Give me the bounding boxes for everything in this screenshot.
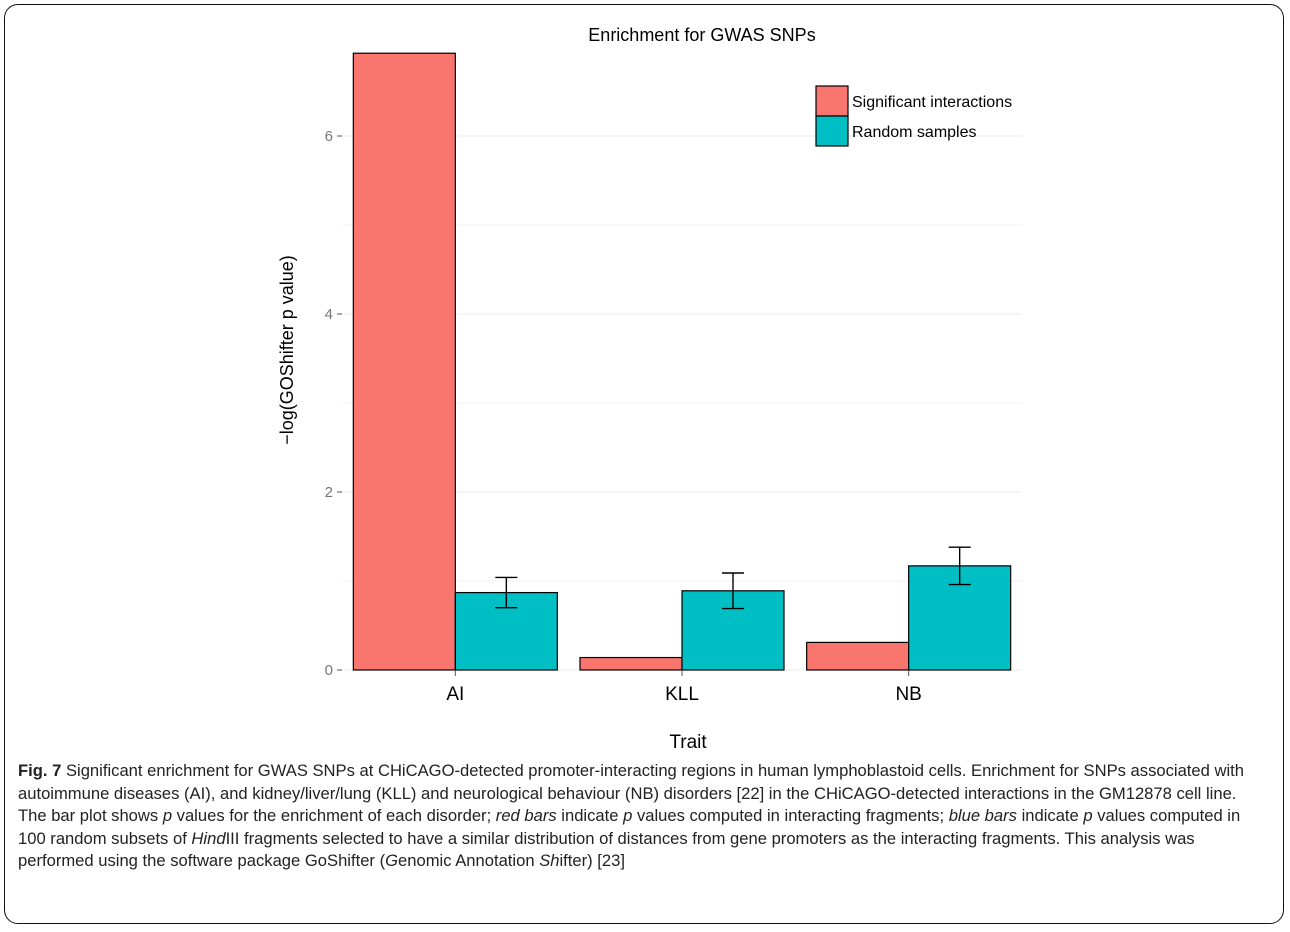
caption-italic: Hind (191, 828, 226, 848)
bar (352, 52, 456, 671)
bar (579, 656, 683, 671)
bar (806, 641, 910, 671)
caption-italic: p (623, 806, 633, 825)
x-tick-label: AI (446, 684, 464, 705)
y-tick-label: 6 (325, 128, 333, 145)
legend-label: Random samples (852, 124, 977, 141)
figure-caption: Fig. 7 Significant enrichment for GWAS S… (18, 760, 1268, 873)
caption-text: indicate (556, 806, 624, 825)
y-tick-label: 0 (325, 662, 333, 679)
caption-italic: G (385, 851, 399, 870)
y-tick-label: 2 (325, 484, 333, 501)
x-axis-label: Trait (669, 732, 707, 753)
y-tick-label: 4 (325, 306, 333, 323)
caption-text: values computed in 100 random subsets of (18, 806, 1241, 848)
x-tick-label: NB (895, 684, 921, 705)
chart-title: Enrichment for GWAS SNPs (588, 25, 815, 45)
legend-swatch (815, 85, 849, 117)
caption-text: III fragments selected to have a similar… (18, 828, 1195, 871)
caption-italic: red bars (495, 806, 557, 825)
caption-text: values computed in interacting fragments… (632, 806, 949, 825)
legend-label: Significant interactions (852, 94, 1012, 111)
figure-frame (4, 4, 1284, 924)
caption-italic: p (162, 806, 173, 825)
legend-swatch (815, 115, 849, 147)
caption-text: Significant enrichment for GWAS SNPs at … (18, 761, 1244, 825)
bar-chart: 0 2 4 6 AI KLL NB Enrichment for GWAS SNPs Trait… (277, 25, 1022, 753)
caption-italic: p (1083, 806, 1093, 825)
y-axis-label: −log(GOShifter p value) (277, 255, 297, 445)
caption-text: ifter) [23] (559, 851, 625, 870)
caption-text: enomic Annotation (398, 851, 540, 870)
caption-italic: blue bars (948, 806, 1017, 825)
caption-italic: Sh (539, 851, 560, 870)
x-tick-label: KLL (665, 684, 699, 705)
caption-text: values for the enrichment of each disord… (172, 806, 496, 825)
figure-label: Fig. 7 (18, 761, 62, 780)
caption-text: indicate (1016, 806, 1084, 825)
